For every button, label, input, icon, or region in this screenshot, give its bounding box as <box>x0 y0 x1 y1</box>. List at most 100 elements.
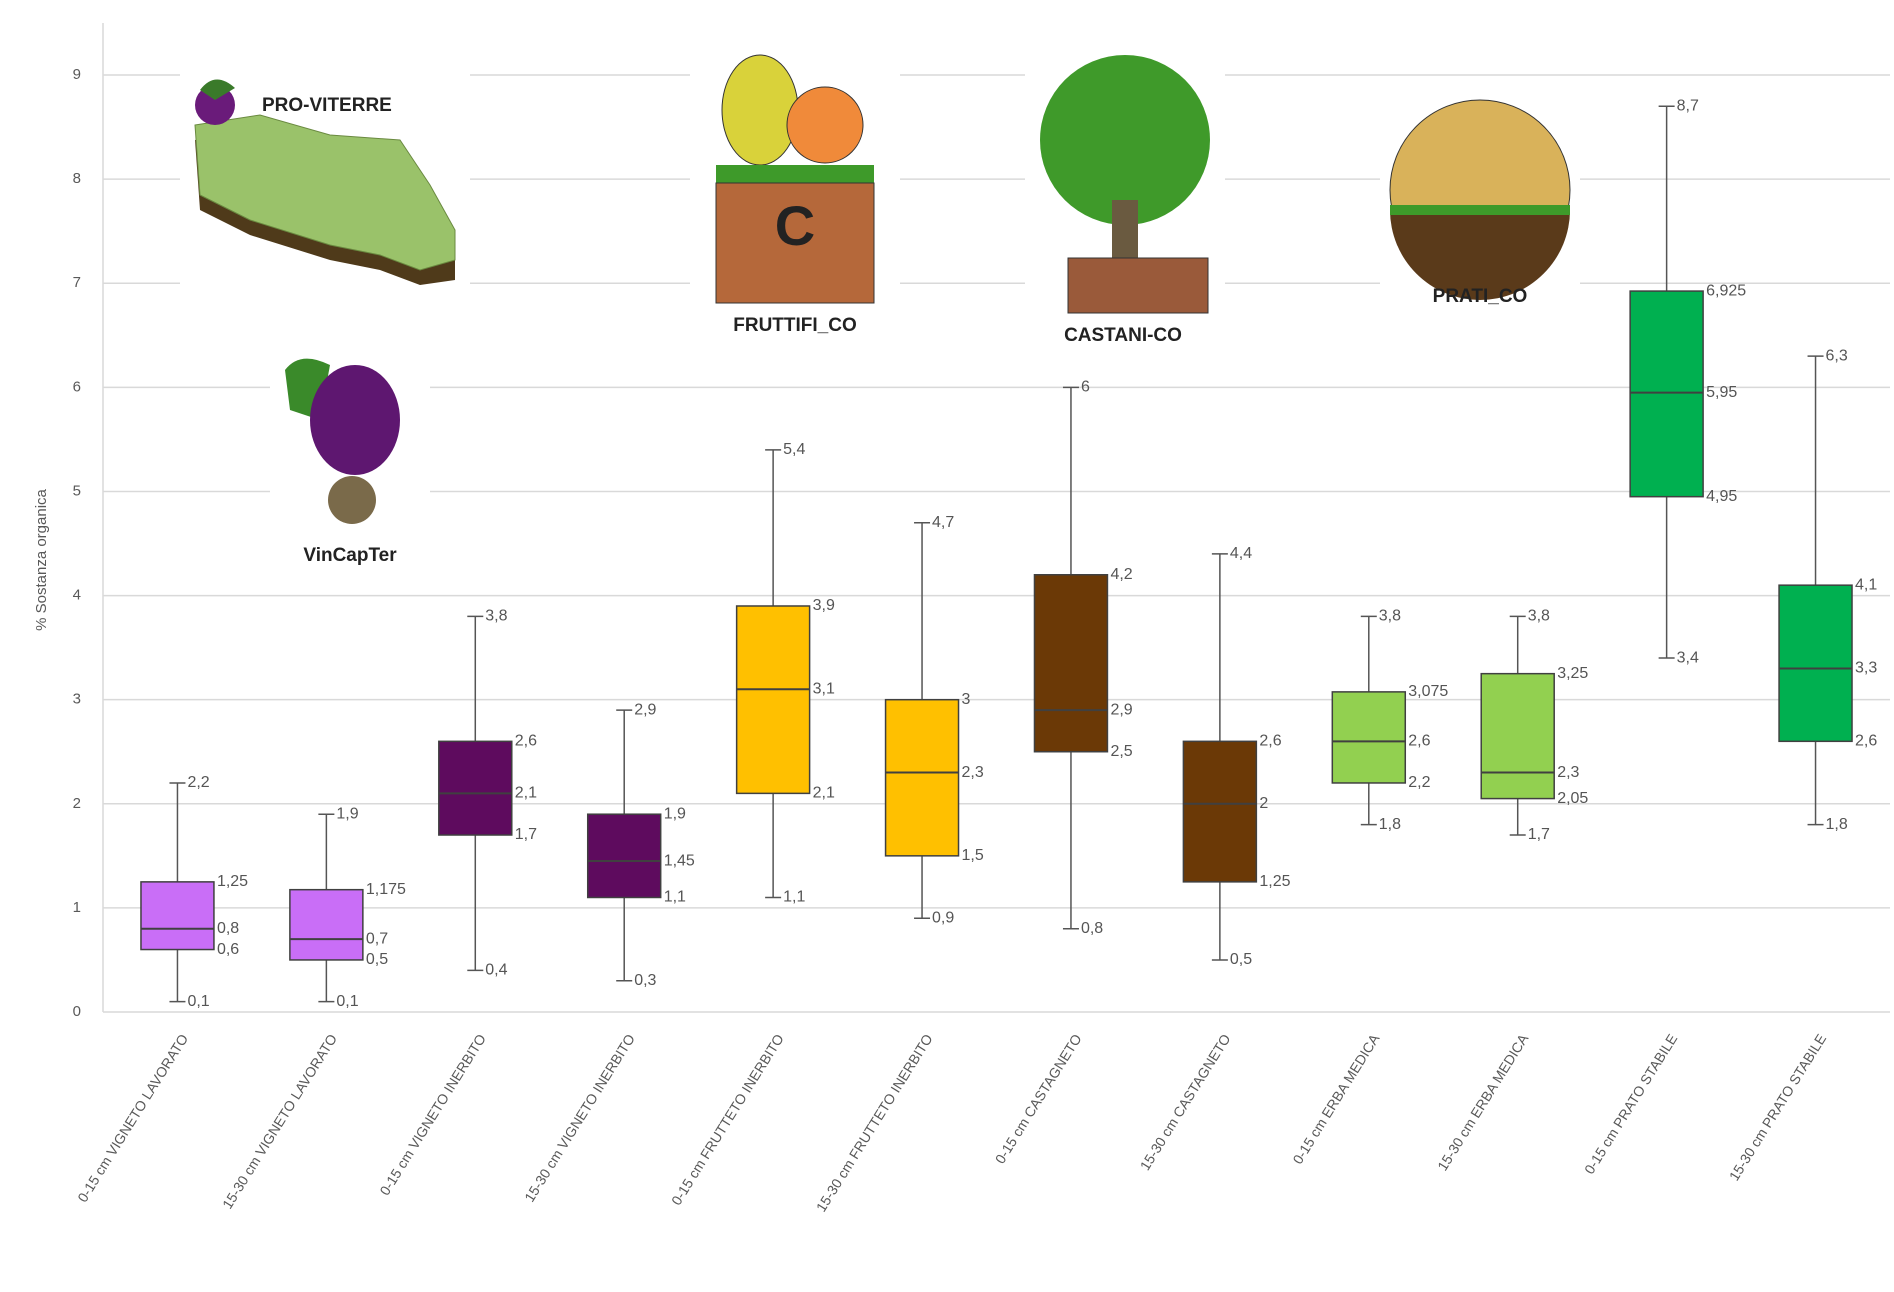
value-label: 0,9 <box>932 910 954 927</box>
value-label: 2,6 <box>515 733 537 750</box>
value-label: 0,5 <box>1230 951 1252 968</box>
value-label: 2,9 <box>1110 701 1132 718</box>
value-label: 1,9 <box>336 805 358 822</box>
leaf-icon <box>200 79 235 100</box>
value-label: 3,25 <box>1557 665 1588 682</box>
y-tick-label: 3 <box>73 691 81 708</box>
x-tick-label: 0-15 cm ERBA MEDICA <box>1289 1031 1382 1167</box>
box <box>140 881 215 951</box>
y-tick-label: 9 <box>73 66 81 83</box>
value-label: 1,9 <box>664 805 686 822</box>
logo-label: FRUTTIFI_CO <box>733 315 857 336</box>
box <box>1033 574 1109 753</box>
value-label: 4,4 <box>1230 545 1252 562</box>
value-label: 3,1 <box>813 680 835 697</box>
value-label: 0,1 <box>187 993 209 1010</box>
value-label: 0,8 <box>217 920 239 937</box>
value-label: 3,8 <box>485 608 507 625</box>
logo-label: PRATI_CO <box>1433 286 1528 307</box>
value-label: 1,25 <box>1259 873 1290 890</box>
value-label: 5,95 <box>1706 384 1737 401</box>
value-label: 0,8 <box>1081 920 1103 937</box>
value-label: 1,25 <box>217 873 248 890</box>
box <box>884 698 960 857</box>
value-label: 6,3 <box>1826 347 1848 364</box>
y-tick-label: 6 <box>73 378 81 395</box>
value-label: 0,6 <box>217 941 239 958</box>
x-tick-label: 0-15 cm CASTAGNETO <box>992 1031 1085 1166</box>
value-label: 2,6 <box>1408 733 1430 750</box>
y-tick-label: 4 <box>73 587 81 604</box>
x-tick-label: 0-15 cm VIGNETO LAVORATO <box>74 1031 191 1205</box>
soil <box>1390 210 1570 300</box>
box <box>735 605 811 795</box>
value-label: 2,3 <box>962 764 984 781</box>
value-label: 3,8 <box>1379 608 1401 625</box>
box <box>1182 740 1258 883</box>
box <box>586 813 662 899</box>
tree-trunk <box>1112 200 1138 260</box>
value-label: 2 <box>1259 795 1268 812</box>
y-axis-label: % Sostanza organica <box>33 488 50 630</box>
value-label: 1,7 <box>1528 826 1550 843</box>
x-tick-label: 15-30 cm ERBA MEDICA <box>1434 1031 1532 1174</box>
x-tick-label: 15-30 cm FRUTTETO INERBITO <box>813 1031 936 1215</box>
value-label: 0,5 <box>366 951 388 968</box>
x-tick-label: 15-30 cm CASTAGNETO <box>1137 1031 1234 1173</box>
value-label: 1,8 <box>1379 816 1401 833</box>
x-tick-label: 15-30 cm VIGNETO INERBITO <box>521 1031 638 1205</box>
value-label: 3,075 <box>1408 683 1448 700</box>
value-label: 4,95 <box>1706 488 1737 505</box>
y-tick-label: 5 <box>73 482 81 499</box>
value-label: 3,3 <box>1855 660 1877 677</box>
box <box>1480 672 1555 800</box>
logo-label: PRO-VITERRE <box>262 95 392 116</box>
x-tick-label: 0-15 cm VIGNETO INERBITO <box>376 1031 489 1198</box>
value-label: 1,8 <box>1826 816 1848 833</box>
value-label: 1,7 <box>515 826 537 843</box>
value-label: 1,1 <box>664 889 686 906</box>
value-label: 1,45 <box>664 852 695 869</box>
value-label: 2,1 <box>813 785 835 802</box>
value-label: 2,2 <box>1408 774 1430 791</box>
tree-crown <box>1040 55 1210 225</box>
box <box>1629 290 1704 498</box>
box <box>289 888 364 961</box>
grass <box>1390 205 1570 215</box>
x-tick-label: 15-30 cm VIGNETO LAVORATO <box>219 1031 340 1212</box>
value-label: 4,2 <box>1110 566 1132 583</box>
x-tick-label: 15-30 cm PRATO STABILE <box>1726 1031 1829 1183</box>
y-tick-label: 8 <box>73 170 81 187</box>
soil-drop <box>328 476 376 524</box>
box <box>1778 584 1853 743</box>
soil <box>1067 257 1209 314</box>
value-label: 2,2 <box>187 774 209 791</box>
value-label: 3,8 <box>1528 608 1550 625</box>
value-label: 2,9 <box>634 701 656 718</box>
value-label: 0,1 <box>336 993 358 1010</box>
value-label: 0,3 <box>634 972 656 989</box>
value-label: 4,7 <box>932 514 954 531</box>
y-tick-label: 7 <box>73 274 81 291</box>
grass <box>716 165 874 183</box>
value-label: 2,05 <box>1557 790 1588 807</box>
pear-icon <box>721 54 799 166</box>
logos: PRO-VITERRE VinCapTer C FRUTTIFI_CO CAST… <box>180 30 1580 580</box>
value-label: 2,1 <box>515 785 537 802</box>
value-label: 4,1 <box>1855 576 1877 593</box>
map <box>194 114 456 271</box>
value-label: 2,3 <box>1557 764 1579 781</box>
value-label: 2,5 <box>1110 743 1132 760</box>
x-tick-label: 0-15 cm FRUTTETO INERBITO <box>668 1031 787 1208</box>
value-label: 1,1 <box>783 889 805 906</box>
value-label: 1,5 <box>962 847 984 864</box>
value-label: 0,4 <box>485 962 507 979</box>
value-label: 8,7 <box>1677 98 1699 115</box>
value-label: 6,925 <box>1706 282 1746 299</box>
y-tick-label: 0 <box>73 1003 81 1020</box>
value-label: 3,4 <box>1677 649 1699 666</box>
logo-label: VinCapTer <box>303 545 397 566</box>
c-icon: C <box>775 194 815 257</box>
value-label: 1,175 <box>366 881 406 898</box>
